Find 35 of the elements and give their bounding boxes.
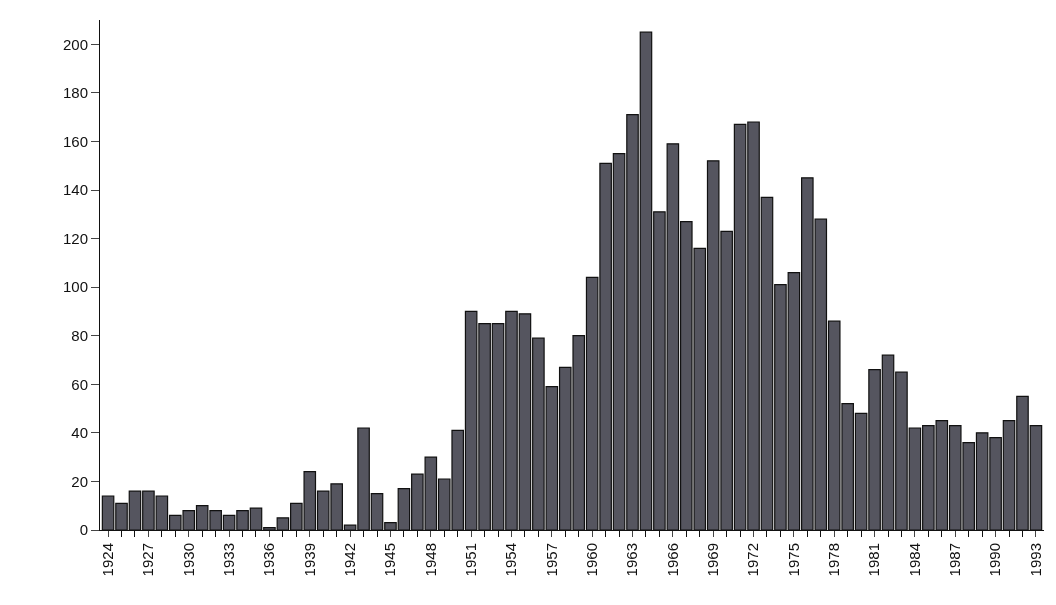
- x-tick-label: 1930: [179, 543, 197, 577]
- y-tick-label: 80: [71, 326, 88, 344]
- x-tick-label: 1951: [462, 543, 480, 577]
- x-tick-label: 1981: [865, 543, 883, 577]
- x-tick-label: 1966: [663, 543, 681, 577]
- y-tick-label: 180: [62, 84, 88, 102]
- x-tick-label: 1927: [139, 543, 157, 577]
- y-tick-label: 140: [62, 181, 88, 199]
- x-tick-label: 1945: [381, 543, 399, 577]
- y-tick-label: 200: [62, 35, 88, 53]
- x-tick-label: 1978: [825, 543, 843, 577]
- x-tick-label: 1987: [946, 543, 964, 577]
- x-tick-label: 1957: [542, 543, 560, 577]
- y-tick-label: 20: [71, 472, 88, 490]
- x-tick-label: 1984: [905, 543, 923, 577]
- y-tick-label: 60: [71, 375, 88, 393]
- x-tick-label: 1975: [784, 543, 802, 577]
- x-tick-label: 1939: [300, 543, 318, 577]
- x-tick-label: 1960: [583, 543, 601, 577]
- x-tick-label: 1963: [623, 543, 641, 577]
- x-tick-label: 1948: [421, 543, 439, 577]
- x-tick-label: 1924: [98, 543, 116, 577]
- x-tick-label: 1936: [260, 543, 278, 577]
- y-tick-label: 100: [62, 278, 88, 296]
- x-tick-label: 1990: [986, 543, 1004, 577]
- y-tick-label: 40: [71, 424, 88, 442]
- x-tick-label: 1954: [502, 543, 520, 577]
- y-tick-label: 120: [62, 229, 88, 247]
- y-tick-label: 160: [62, 132, 88, 150]
- y-tick-label: 0: [79, 521, 88, 539]
- x-tick-label: 1933: [219, 543, 237, 577]
- x-tick-label: 1993: [1026, 543, 1044, 577]
- x-tick-label: 1942: [340, 543, 358, 577]
- x-tick-label: 1972: [744, 543, 762, 577]
- x-tick-label: 1969: [704, 543, 722, 577]
